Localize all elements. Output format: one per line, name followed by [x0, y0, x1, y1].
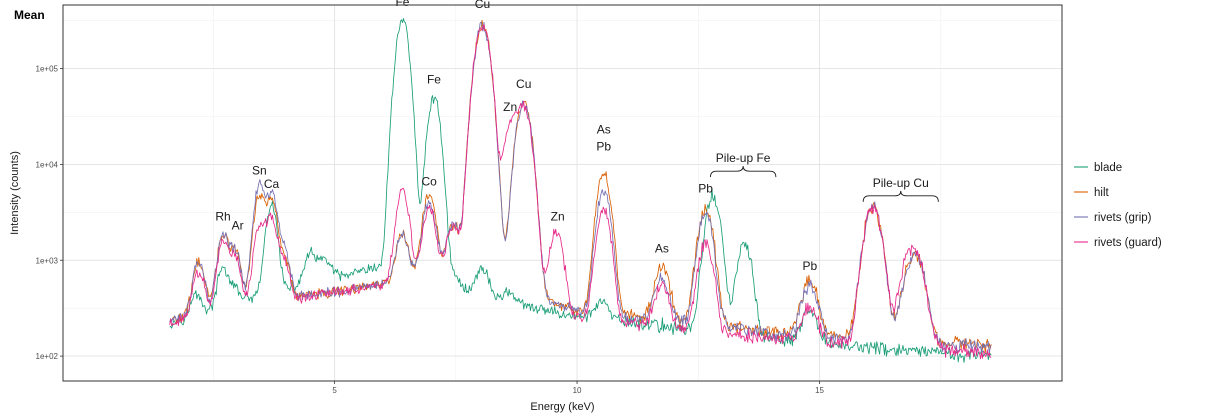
x-tick-label: 15 — [815, 386, 824, 395]
peak-label: Fe — [395, 0, 409, 9]
series-line-rivets-guard — [169, 23, 992, 360]
legend-label: hilt — [1094, 187, 1110, 199]
x-tick-label: 5 — [332, 386, 337, 395]
series-line-blade — [169, 18, 992, 363]
peak-label: Sn — [252, 164, 267, 178]
peak-label: Co — [421, 175, 437, 189]
pile-up-bracket — [709, 166, 777, 178]
facet-title: Mean — [14, 8, 45, 22]
peak-label: Fe — [427, 72, 441, 86]
y-tick-label: 1e+02 — [36, 352, 59, 361]
peak-label: Cu — [516, 77, 531, 91]
peak-label: Pb — [802, 259, 817, 273]
peak-label: Ca — [264, 177, 280, 191]
series-lines — [169, 18, 992, 363]
legend-label: blade — [1094, 162, 1122, 174]
pile-up-label: Pile-up Cu — [873, 176, 929, 190]
x-axis-title: Energy (keV) — [530, 401, 594, 413]
grid: 5 10 15 1e+02 1e+03 1e+04 1e+05 — [36, 5, 1062, 395]
y-axis-title: Intensity (counts) — [9, 151, 21, 235]
peak-annotations: RhArSnCaFeFeCoCuZnCuZnAsPbAsPbPbPile-up … — [215, 0, 939, 273]
axes: Mean Energy (keV) Intensity (counts) — [9, 8, 595, 413]
pile-up-label: Pile-up Fe — [716, 151, 771, 165]
peak-label: Pb — [596, 139, 611, 153]
peak-label: Rh — [215, 209, 230, 223]
peak-label: As — [597, 123, 611, 137]
y-tick-label: 1e+04 — [36, 160, 59, 169]
y-tick-label: 1e+05 — [36, 65, 59, 74]
peak-label: Zn — [503, 100, 517, 114]
peak-label: Ar — [232, 218, 244, 232]
peak-label: Pb — [698, 181, 713, 195]
legend-label: rivets (grip) — [1094, 212, 1152, 224]
peak-label: As — [655, 242, 669, 256]
x-tick-label: 10 — [573, 386, 582, 395]
panel-border — [62, 4, 1063, 382]
y-tick-label: 1e+03 — [36, 256, 59, 265]
legend-label: rivets (guard) — [1094, 237, 1162, 249]
peak-label: Zn — [551, 209, 565, 223]
panel-background — [63, 5, 1062, 381]
series-line-hilt — [169, 19, 992, 353]
legend: blade hilt rivets (grip) rivets (guard) — [1074, 162, 1162, 249]
